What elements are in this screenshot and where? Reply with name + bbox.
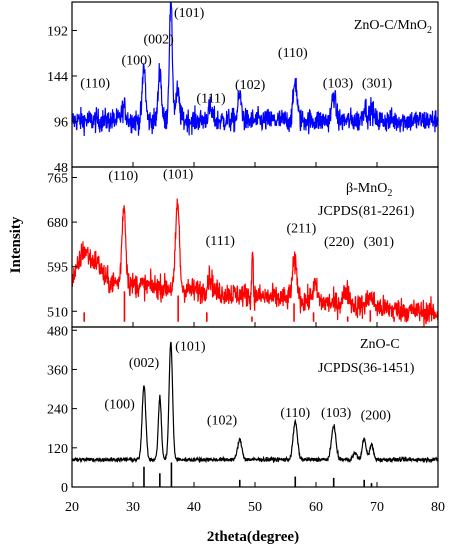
peak-label: (100) [121, 54, 152, 69]
y-tick-label: 96 [54, 115, 68, 130]
traces-layer [71, 1, 439, 464]
panel-reference: JCPDS(36-1451) [318, 361, 415, 376]
series-line-2 [71, 198, 439, 328]
x-tick-label: 40 [187, 500, 201, 515]
y-tick-label: 192 [47, 24, 68, 39]
peak-label: (110) [280, 406, 310, 421]
peak-label: (101) [163, 168, 194, 183]
reference-sticks-layer [83, 291, 395, 487]
panel-label: ZnO-C/MnO2 [354, 18, 432, 36]
peak-label: (102) [207, 414, 238, 429]
x-tick-label: 30 [126, 500, 140, 515]
panel-label: β-MnO2 [346, 181, 392, 199]
y-tick-label: 680 [47, 216, 68, 231]
y-tick-label: 240 [47, 403, 68, 418]
peak-label: (101) [175, 340, 206, 355]
y-tick-label: 360 [47, 363, 68, 378]
y-tick-label: 120 [47, 442, 68, 457]
x-tick-label: 60 [309, 500, 323, 515]
peak-label: (002) [143, 33, 174, 48]
peak-label: (110) [80, 76, 110, 91]
y-tick-label: 0 [61, 481, 68, 496]
y-tick-label: 765 [47, 171, 68, 186]
panel-label: ZnO-C [360, 337, 400, 352]
peak-label: (103) [321, 406, 352, 421]
axes-layer [71, 1, 439, 488]
peak-label: (110) [108, 169, 138, 184]
peak-label: (301) [362, 76, 393, 91]
x-tick-label: 20 [65, 500, 79, 515]
x-tick-label: 80 [431, 500, 445, 515]
y-axis-title: Intensity [8, 216, 24, 273]
y-tick-label: 510 [47, 305, 68, 320]
peak-label: (002) [129, 356, 160, 371]
series-line-1 [71, 1, 439, 137]
peak-label: (103) [323, 76, 354, 91]
peak-label: (110) [278, 46, 308, 61]
peak-label: (211) [286, 222, 316, 237]
panel-reference: JCPDS(81-2261) [318, 204, 415, 219]
peak-label: (111) [206, 234, 236, 249]
y-tick-label: 144 [47, 70, 68, 85]
y-tick-label: 595 [47, 261, 68, 276]
series-line-3 [71, 341, 439, 464]
y-tick-label: 480 [47, 324, 68, 339]
y-tick-label: 48 [54, 161, 68, 176]
peak-label: (111) [196, 92, 226, 107]
peak-label: (101) [174, 6, 205, 21]
peak-label: (220) [324, 235, 355, 250]
peak-label: (301) [364, 235, 395, 250]
x-axis-title: 2theta(degree) [207, 529, 299, 545]
x-tick-label: 70 [370, 500, 384, 515]
peak-label: (102) [235, 78, 266, 93]
peak-label: (100) [104, 398, 135, 413]
labels-layer: 4896144192(110)(100)(002)(101)(111)(102)… [47, 6, 445, 515]
peak-label: (200) [361, 408, 392, 423]
x-tick-label: 50 [248, 500, 262, 515]
